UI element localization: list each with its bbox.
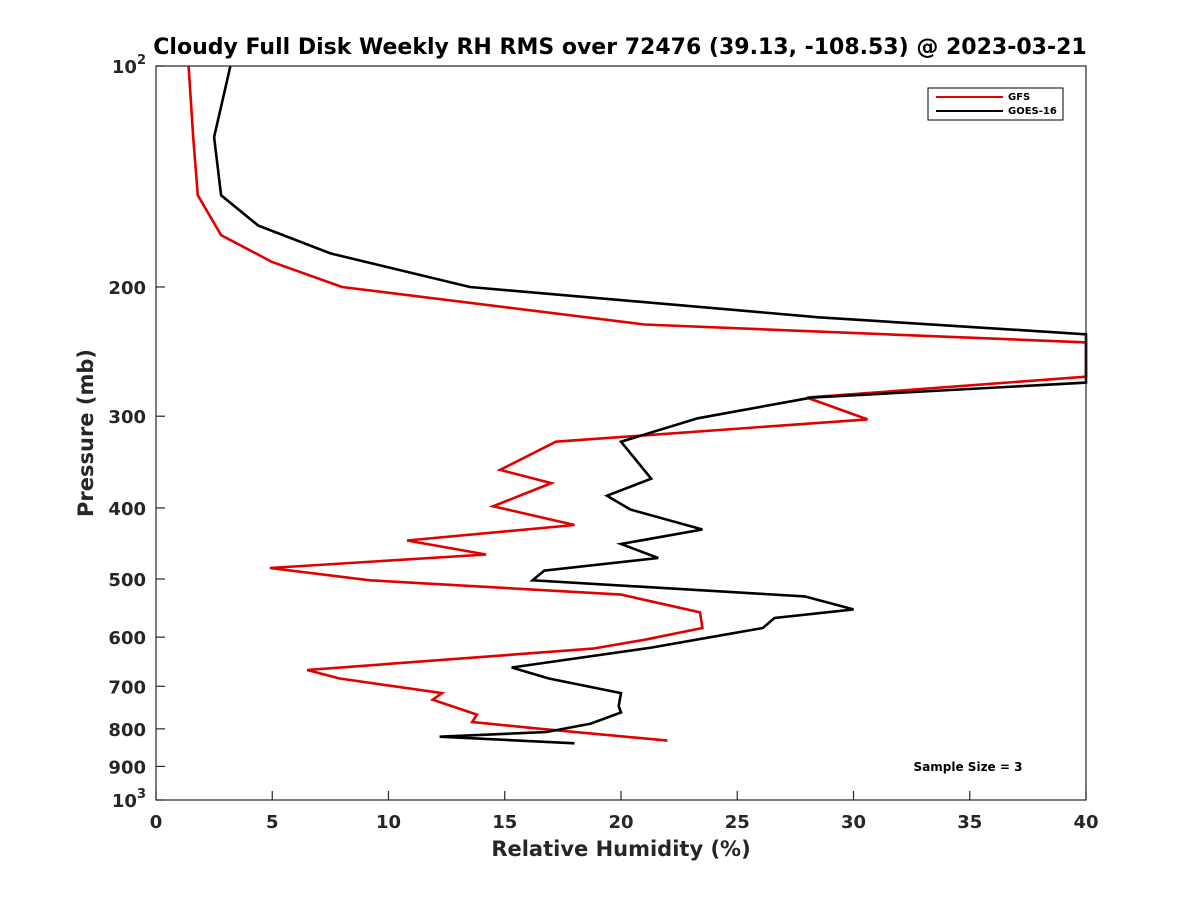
y-tick-label: 600 bbox=[108, 628, 146, 649]
x-tick-label: 25 bbox=[725, 812, 750, 833]
y-tick-label: 103 bbox=[112, 787, 146, 812]
y-tick-label: 102 bbox=[112, 53, 146, 78]
legend-box bbox=[927, 87, 1064, 121]
x-tick-label: 15 bbox=[492, 812, 517, 833]
y-axis: 102 200 300 400 500 600 700 800 900 103 bbox=[108, 53, 165, 812]
x-tick-label: 35 bbox=[957, 812, 982, 833]
y-tick-label: 200 bbox=[108, 278, 146, 299]
sample-size-annotation: Sample Size = 3 bbox=[914, 760, 1023, 774]
series-layer bbox=[187, 65, 1088, 745]
x-axis: 0 5 10 15 20 25 30 35 40 bbox=[150, 791, 1099, 833]
legend: GFS GOES-16 bbox=[927, 87, 1064, 121]
y-axis-label: Pressure (mb) bbox=[74, 349, 98, 517]
series-line-goes16 bbox=[212, 65, 1088, 745]
y-tick-label: 400 bbox=[108, 499, 146, 520]
y-tick-label: 300 bbox=[108, 407, 146, 428]
x-tick-label: 30 bbox=[841, 812, 866, 833]
y-tick-label: 700 bbox=[108, 677, 146, 698]
x-axis-label: Relative Humidity (%) bbox=[491, 837, 750, 861]
y-tick-label: 900 bbox=[108, 757, 146, 778]
x-tick-label: 20 bbox=[608, 812, 633, 833]
series-line-gfs bbox=[187, 65, 1088, 742]
y-tick-label: 500 bbox=[108, 570, 146, 591]
x-tick-label: 0 bbox=[150, 812, 163, 833]
x-tick-label: 5 bbox=[266, 812, 279, 833]
x-tick-label: 40 bbox=[1073, 812, 1098, 833]
x-tick-label: 10 bbox=[376, 812, 401, 833]
legend-label-gfs: GFS bbox=[1008, 92, 1030, 103]
chart-title: Cloudy Full Disk Weekly RH RMS over 7247… bbox=[153, 35, 1086, 60]
y-tick-label: 800 bbox=[108, 720, 146, 741]
plot-area-frame bbox=[155, 65, 1087, 801]
legend-label-goes16: GOES-16 bbox=[1008, 106, 1057, 117]
